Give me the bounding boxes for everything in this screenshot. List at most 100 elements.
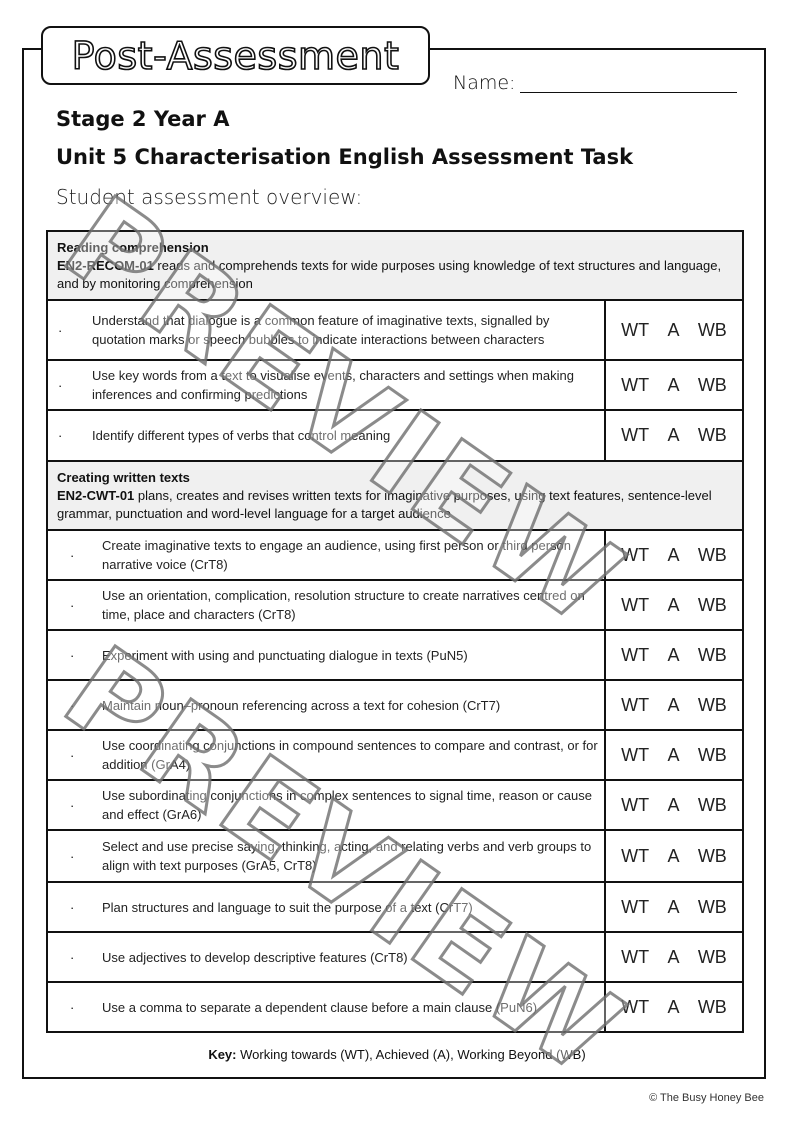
table-row: · Use adjectives to develop descriptive f… — [46, 931, 744, 983]
rating-cell: WT A WB — [604, 629, 744, 681]
outcome-code: EN2-CWT-01 — [57, 487, 135, 503]
rating-option[interactable]: A — [667, 896, 680, 917]
rating-option[interactable]: WT — [621, 845, 650, 866]
key-label: Key: — [208, 1047, 237, 1062]
rating-option[interactable]: WB — [697, 319, 727, 340]
rating-option[interactable]: WT — [621, 544, 650, 565]
criterion-cell: · Use adjectives to develop descriptive f… — [46, 931, 606, 983]
rating-option[interactable]: A — [667, 845, 680, 866]
page-title: Post-Assessment — [71, 33, 400, 79]
rating-option[interactable]: A — [667, 794, 680, 815]
bullet: · — [70, 797, 75, 813]
outcome-text: plans, creates and revises written texts… — [57, 487, 712, 521]
table-row: · Use key words from a text to visualise … — [46, 359, 744, 411]
rating-option[interactable]: WB — [697, 425, 727, 445]
rating-cell: WT A WB — [604, 409, 744, 462]
section-heading: Creating written texts — [57, 469, 190, 485]
rating-option[interactable]: A — [667, 425, 680, 445]
section-heading: Reading comprehension — [57, 239, 209, 255]
rating-option[interactable]: A — [667, 644, 680, 665]
bullet: · — [70, 647, 75, 663]
rating-option[interactable]: WT — [621, 425, 650, 445]
bullet: · — [70, 848, 75, 864]
criterion-text: Maintain noun–pronoun referencing across… — [102, 697, 501, 713]
rating-option[interactable]: A — [667, 594, 680, 615]
rating-option[interactable]: WB — [697, 374, 727, 395]
rating-option[interactable]: WB — [697, 946, 727, 967]
criterion-cell: · Use an orientation, complication, resol… — [46, 579, 606, 631]
rating-cell: WT A WB — [604, 679, 744, 731]
rating-option[interactable]: A — [667, 744, 680, 765]
rating-option[interactable]: A — [667, 374, 680, 395]
rating-option[interactable]: WB — [697, 644, 727, 665]
criterion-text: Plan structures and language to suit the… — [102, 899, 473, 915]
rating-cell: WT A WB — [604, 529, 744, 581]
rating-option[interactable]: WT — [621, 744, 650, 765]
rating-option[interactable]: WT — [621, 374, 650, 395]
rating-cell: WT A WB — [604, 981, 744, 1033]
bullet: · — [70, 747, 75, 763]
criterion-text: Understand that dialogue is a common fea… — [92, 313, 550, 347]
outcome-code: EN2-RECOM-01 — [57, 257, 154, 273]
outcome: EN2-CWT-01 plans, creates and revises wr… — [57, 487, 733, 523]
title-banner: Post-Assessment — [41, 26, 430, 85]
criterion-cell: · Understand that dialogue is a common fe… — [46, 299, 606, 361]
rating-option[interactable]: A — [667, 946, 680, 967]
rating-option[interactable]: WT — [621, 594, 650, 615]
rating-cell: WT A WB — [604, 931, 744, 983]
rating-option[interactable]: WB — [697, 845, 727, 866]
criterion-text: Use a comma to separate a dependent clau… — [102, 999, 538, 1015]
overview-label: Student assessment overview: — [56, 185, 363, 209]
rating-option[interactable]: WT — [621, 896, 650, 917]
rating-cell: WT A WB — [604, 299, 744, 361]
rating-option[interactable]: WB — [697, 996, 727, 1017]
criterion-cell: · Use subordinating conjunctions in compl… — [46, 779, 606, 831]
rating-option[interactable]: WB — [697, 744, 727, 765]
rating-option[interactable]: A — [667, 319, 680, 340]
rating-option[interactable]: A — [667, 694, 680, 715]
criterion-cell: · Experiment with using and punctuating d… — [46, 629, 606, 681]
criterion-text: Use an orientation, complication, resolu… — [102, 588, 585, 622]
rating-option[interactable]: WB — [697, 594, 727, 615]
criterion-text: Select and use precise saying, thinking,… — [102, 839, 592, 873]
criterion-text: Use adjectives to develop descriptive fe… — [102, 949, 408, 965]
rating-option[interactable]: WT — [621, 644, 650, 665]
table-row: · Plan structures and language to suit th… — [46, 881, 744, 933]
rating-cell: WT A WB — [604, 881, 744, 933]
bullet: · — [70, 949, 75, 965]
outcome: EN2-RECOM-01 reads and comprehends texts… — [57, 257, 733, 293]
section-header: Reading comprehension EN2-RECOM-01 reads … — [46, 230, 744, 301]
rating-option[interactable]: WB — [697, 544, 727, 565]
criterion-text: Experiment with using and punctuating di… — [102, 647, 468, 663]
rating-option[interactable]: WT — [621, 996, 650, 1017]
bullet: · — [58, 428, 63, 443]
assessment-table: Reading comprehension EN2-RECOM-01 reads … — [46, 230, 744, 1033]
table-row: · Maintain noun–pronoun referencing acros… — [46, 679, 744, 731]
bullet: · — [70, 547, 75, 563]
outcome-text: reads and comprehends texts for wide pur… — [57, 257, 722, 291]
rating-cell: WT A WB — [604, 779, 744, 831]
criterion-text: Use coordinating conjunctions in compoun… — [102, 738, 598, 772]
rating-option[interactable]: WT — [621, 694, 650, 715]
criterion-cell: · Plan structures and language to suit th… — [46, 881, 606, 933]
rating-option[interactable]: A — [667, 544, 680, 565]
rating-option[interactable]: WT — [621, 794, 650, 815]
rating-cell: WT A WB — [604, 579, 744, 631]
rating-option[interactable]: WB — [697, 694, 727, 715]
bullet: · — [70, 697, 75, 713]
criterion-cell: · Create imaginative texts to engage an a… — [46, 529, 606, 581]
section-header: Creating written texts EN2-CWT-01 plans, … — [46, 460, 744, 531]
rating-option[interactable]: WT — [621, 946, 650, 967]
rating-option[interactable]: WB — [697, 794, 727, 815]
section-cell: Reading comprehension EN2-RECOM-01 reads … — [46, 230, 744, 301]
rating-option[interactable]: WT — [621, 319, 650, 340]
copyright: © The Busy Honey Bee — [649, 1092, 764, 1104]
rating-option[interactable]: A — [667, 996, 680, 1017]
table-row: · Create imaginative texts to engage an a… — [46, 529, 744, 581]
table-row: · Select and use precise saying, thinking… — [46, 829, 744, 883]
bullet: · — [58, 377, 63, 393]
key-legend: Key: Working towards (WT), Achieved (A),… — [0, 1047, 794, 1062]
table-row: · Use a comma to separate a dependent cla… — [46, 981, 744, 1033]
name-field[interactable] — [520, 92, 737, 93]
rating-option[interactable]: WB — [697, 896, 727, 917]
